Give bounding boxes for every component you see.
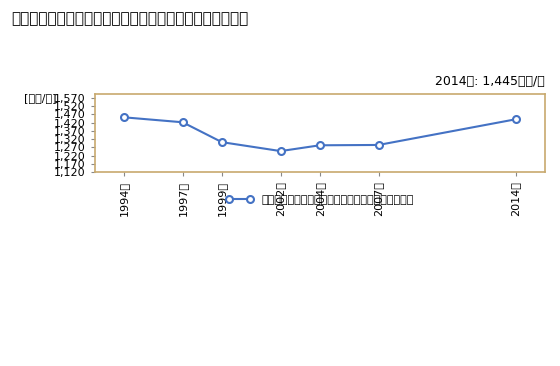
- Y-axis label: [万円/人]: [万円/人]: [24, 93, 57, 103]
- Line: 飲食料品小売業の従業者一人当たり年間商品販売額: 飲食料品小売業の従業者一人当たり年間商品販売額: [120, 114, 519, 154]
- Text: 2014年: 1,445万円/人: 2014年: 1,445万円/人: [435, 75, 545, 88]
- 飲食料品小売業の従業者一人当たり年間商品販売額: [375, 143, 382, 147]
- 飲食料品小売業の従業者一人当たり年間商品販売額: [179, 120, 186, 124]
- Legend: 飲食料品小売業の従業者一人当たり年間商品販売額: 飲食料品小売業の従業者一人当たり年間商品販売額: [221, 191, 419, 209]
- 飲食料品小売業の従業者一人当たり年間商品販売額: [120, 115, 127, 120]
- 飲食料品小売業の従業者一人当たり年間商品販売額: [512, 117, 519, 122]
- 飲食料品小売業の従業者一人当たり年間商品販売額: [218, 140, 225, 144]
- Text: 飲食料品小売業の従業者一人当たり年間商品販売額の推移: 飲食料品小売業の従業者一人当たり年間商品販売額の推移: [11, 11, 249, 26]
- 飲食料品小売業の従業者一人当たり年間商品販売額: [277, 149, 284, 153]
- 飲食料品小売業の従業者一人当たり年間商品販売額: [316, 143, 323, 147]
